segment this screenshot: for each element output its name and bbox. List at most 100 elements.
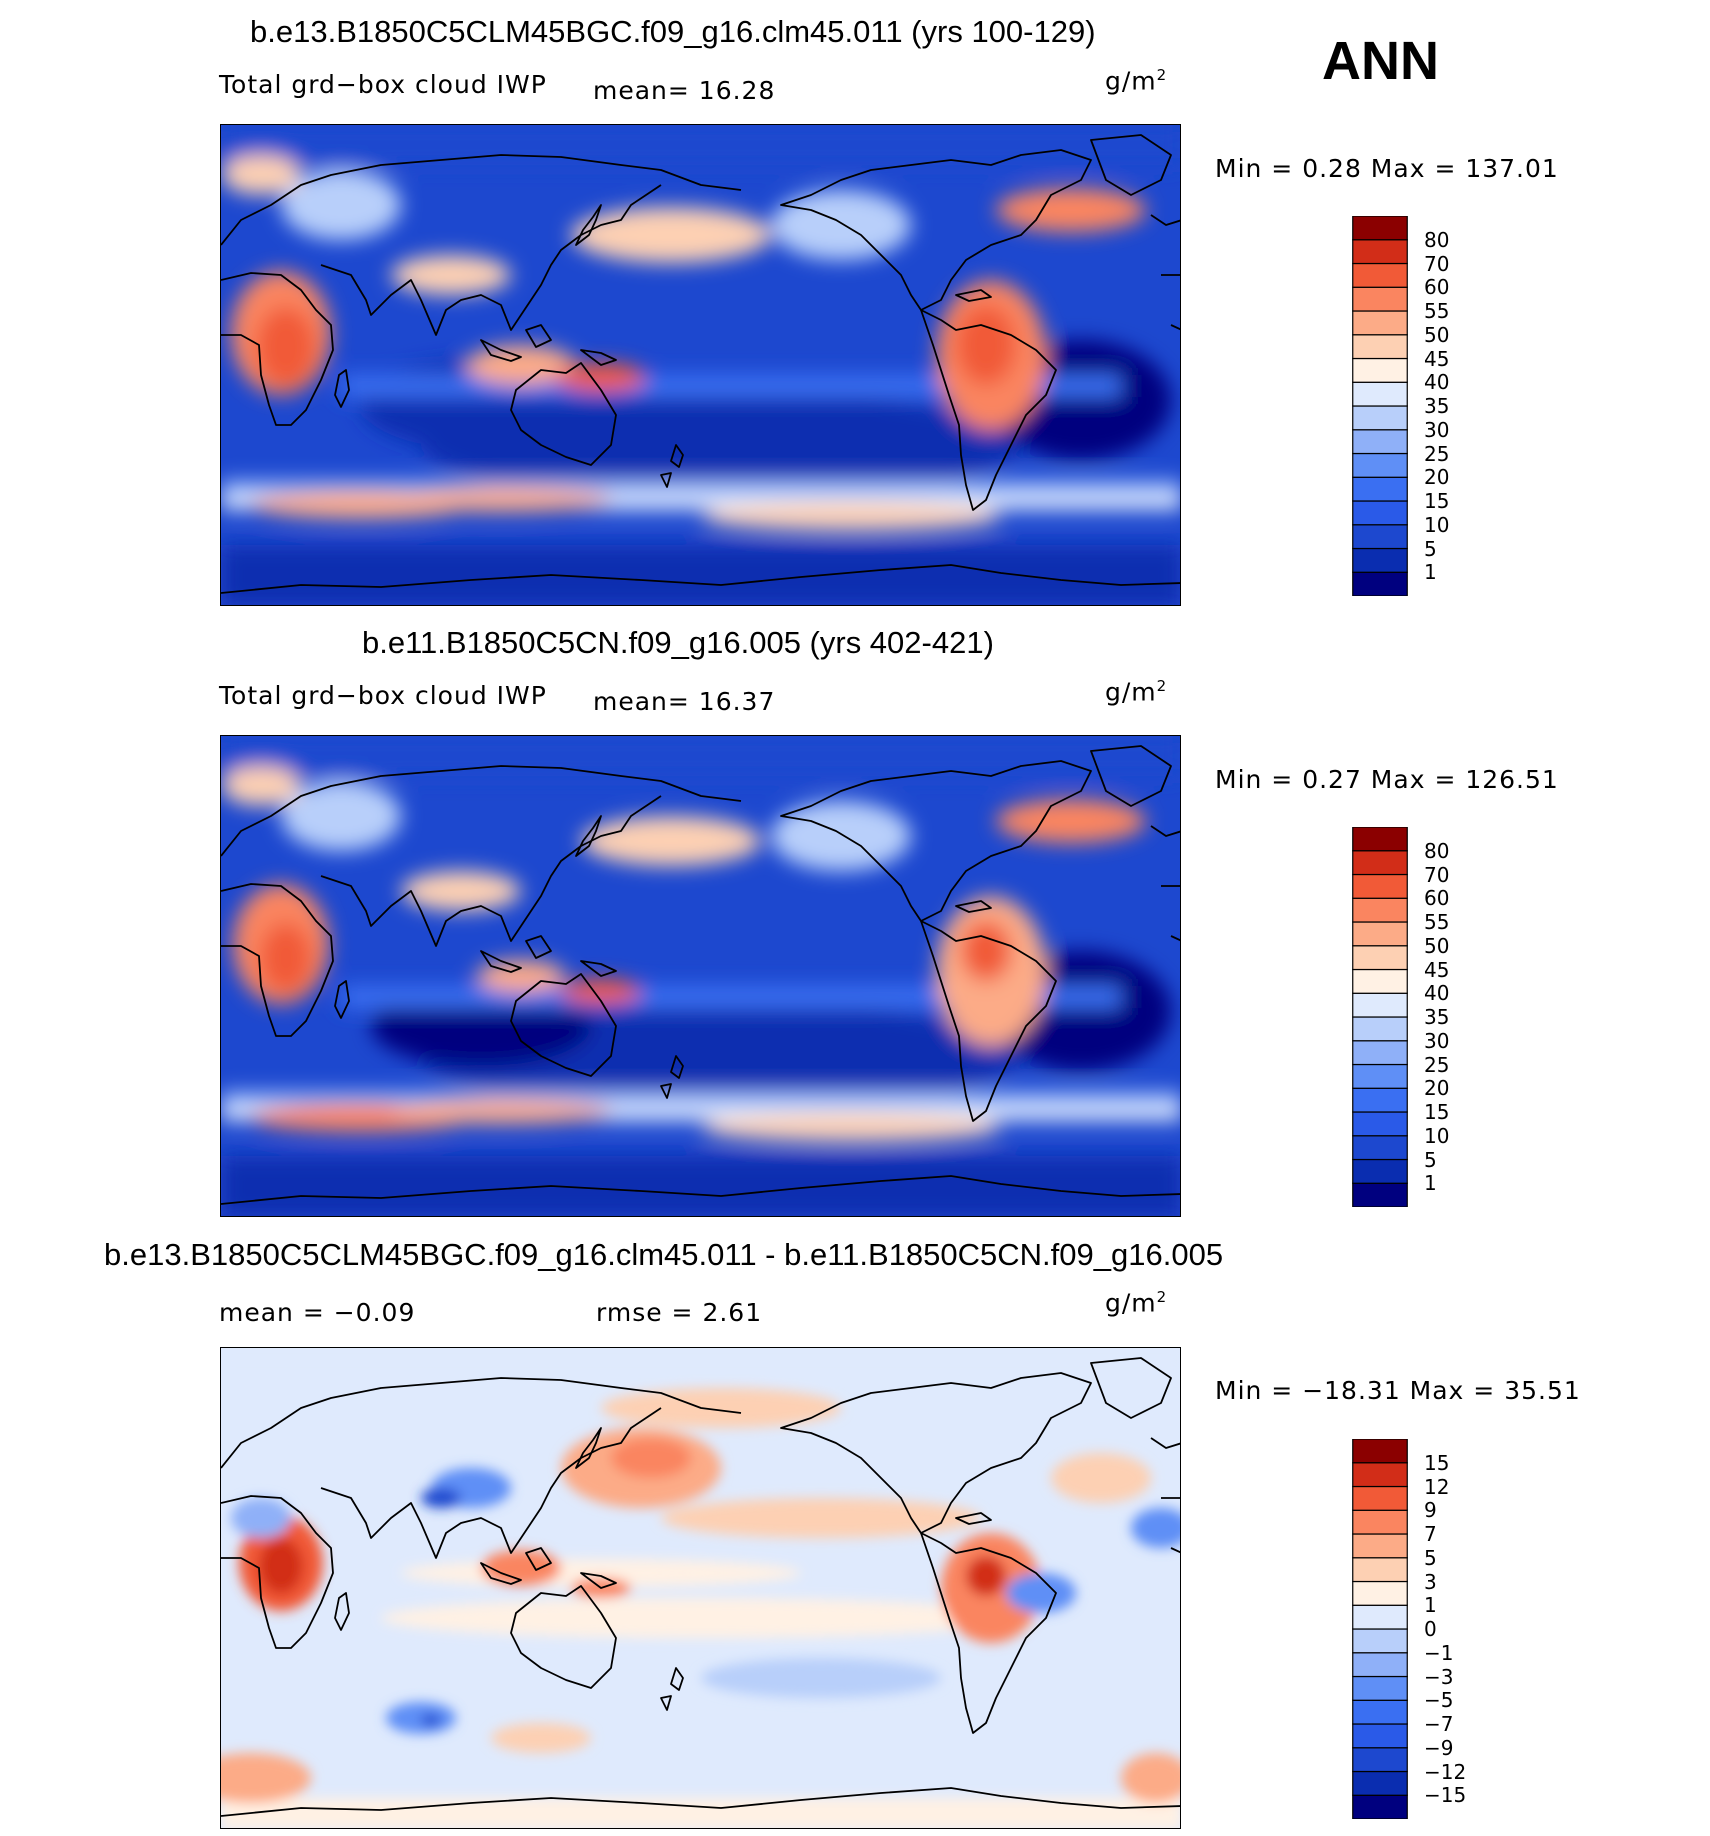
colorbar-tick-label: 5 xyxy=(1424,1147,1437,1172)
colorbar-tick-label: 1 xyxy=(1424,1593,1437,1618)
colorbar-tick-label: 45 xyxy=(1424,957,1450,982)
panel-3-rmse: rmse = 2.61 xyxy=(596,1298,763,1327)
colorbar-tick-label: 45 xyxy=(1424,346,1450,371)
colorbar-bin-13 xyxy=(1352,873,1408,899)
panel-2-field xyxy=(221,736,1181,1217)
panel-3-minmax: Min = −18.31 Max = 35.51 xyxy=(1215,1376,1581,1405)
panel-2-units: g/m2 xyxy=(1105,677,1168,707)
colorbar-bin-9 xyxy=(1352,1580,1408,1606)
colorbar-tick-label: 15 xyxy=(1424,1450,1450,1475)
colorbar-tick-label: 25 xyxy=(1424,441,1450,466)
colorbar-tick-label: 80 xyxy=(1424,838,1450,863)
colorbar-bin-10 xyxy=(1352,945,1408,971)
colorbar-tick-label: 50 xyxy=(1424,322,1450,347)
colorbar-tick-label: 5 xyxy=(1424,1545,1437,1570)
colorbar-tick-label: 35 xyxy=(1424,394,1450,418)
colorbar-bin-4 xyxy=(1352,476,1408,502)
colorbar-bin-12 xyxy=(1352,897,1408,923)
colorbar-bin-12 xyxy=(1352,286,1408,312)
colorbar-tick-label: 50 xyxy=(1424,933,1450,958)
colorbar-tick-label: 70 xyxy=(1424,251,1450,276)
colorbar-tick-label: 30 xyxy=(1424,1028,1450,1053)
colorbar-bin-14 xyxy=(1352,1462,1408,1488)
colorbar-bin-8 xyxy=(1352,1604,1408,1630)
panel-3-field xyxy=(221,1348,1181,1829)
colorbar-bin-1 xyxy=(1352,1770,1408,1796)
colorbar-tick-label: 25 xyxy=(1424,1052,1450,1077)
colorbar-bin-5 xyxy=(1352,1675,1408,1701)
colorbar-bin-9 xyxy=(1352,968,1408,994)
colorbar-tick-label: 15 xyxy=(1424,489,1450,513)
colorbar-bin-0 xyxy=(1352,1182,1408,1207)
colorbar-bin-3 xyxy=(1352,500,1408,526)
colorbar-tick-label: 60 xyxy=(1424,886,1450,911)
panel-2-mean: mean= 16.37 xyxy=(593,687,776,716)
colorbar-bin-8 xyxy=(1352,381,1408,407)
colorbar-tick-label: −7 xyxy=(1424,1712,1454,1736)
colorbar-bin-5 xyxy=(1352,1063,1408,1089)
colorbar-bin-11 xyxy=(1352,310,1408,336)
colorbar-tick-label: 5 xyxy=(1424,536,1437,561)
colorbar-tick-label: 3 xyxy=(1424,1569,1437,1594)
colorbar-bin-4 xyxy=(1352,1087,1408,1113)
panel-1-field xyxy=(221,125,1181,606)
colorbar-tick-label: 15 xyxy=(1424,1100,1450,1124)
colorbar-tick-label: 10 xyxy=(1424,1123,1450,1148)
colorbar-bin-13 xyxy=(1352,1485,1408,1511)
colorbar-tick-label: −15 xyxy=(1424,1783,1467,1808)
colorbar-bin-7 xyxy=(1352,1628,1408,1654)
colorbar-bin-2 xyxy=(1352,1135,1408,1161)
colorbar-tick-label: 0 xyxy=(1424,1617,1437,1641)
panel-2-minmax: Min = 0.27 Max = 126.51 xyxy=(1215,765,1559,794)
colorbar-tick-label: 70 xyxy=(1424,862,1450,887)
colorbar-bin-10 xyxy=(1352,334,1408,360)
colorbar-bin-7 xyxy=(1352,1016,1408,1042)
panel-3-title: b.e13.B1850C5CLM45BGC.f09_g16.clm45.011 … xyxy=(104,1237,1224,1272)
colorbar-bin-3 xyxy=(1352,1111,1408,1137)
colorbar-bin-12 xyxy=(1352,1509,1408,1535)
colorbar-bin-0 xyxy=(1352,571,1408,596)
colorbar-bin-11 xyxy=(1352,921,1408,947)
panel-2-map xyxy=(220,735,1181,1217)
colorbar-tick-label: −3 xyxy=(1424,1664,1454,1689)
colorbar-tick-label: 1 xyxy=(1424,560,1437,585)
panel-3-mean: mean = −0.09 xyxy=(219,1298,416,1327)
colorbar-tick-label: 80 xyxy=(1424,227,1450,252)
colorbar-bin-3 xyxy=(1352,1723,1408,1749)
colorbar-tick-label: −1 xyxy=(1424,1640,1454,1665)
colorbar-bin-14 xyxy=(1352,850,1408,876)
colorbar-tick-label: 55 xyxy=(1424,299,1450,323)
panel-1-colorbar xyxy=(1352,216,1408,596)
colorbar-tick-label: 55 xyxy=(1424,910,1450,934)
colorbar-tick-label: 35 xyxy=(1424,1005,1450,1029)
colorbar-bin-1 xyxy=(1352,547,1408,573)
colorbar-bin-1 xyxy=(1352,1158,1408,1184)
colorbar-tick-label: 40 xyxy=(1424,981,1450,1006)
colorbar-bin-2 xyxy=(1352,524,1408,550)
colorbar-tick-label: 1 xyxy=(1424,1171,1437,1196)
colorbar-bin-10 xyxy=(1352,1557,1408,1583)
colorbar-tick-label: 30 xyxy=(1424,417,1450,442)
colorbar-bin-15 xyxy=(1352,1439,1408,1464)
colorbar-tick-label: −5 xyxy=(1424,1688,1454,1713)
panel-1-units: g/m2 xyxy=(1105,66,1168,96)
panel-3-units: g/m2 xyxy=(1105,1288,1168,1318)
colorbar-tick-label: 10 xyxy=(1424,512,1450,537)
panel-3-colorbar xyxy=(1352,1439,1408,1819)
colorbar-bin-15 xyxy=(1352,216,1408,241)
colorbar-bin-6 xyxy=(1352,429,1408,455)
colorbar-tick-label: 9 xyxy=(1424,1498,1437,1523)
colorbar-tick-label: 40 xyxy=(1424,370,1450,395)
panel-1-map xyxy=(220,124,1181,606)
colorbar-bin-6 xyxy=(1352,1040,1408,1066)
colorbar-bin-0 xyxy=(1352,1794,1408,1819)
colorbar-tick-label: 7 xyxy=(1424,1522,1437,1546)
colorbar-tick-label: 12 xyxy=(1424,1474,1450,1499)
colorbar-tick-label: −9 xyxy=(1424,1735,1454,1760)
colorbar-bin-2 xyxy=(1352,1747,1408,1773)
panel-3-map xyxy=(220,1347,1181,1829)
colorbar-bin-5 xyxy=(1352,452,1408,478)
panel-2-title: b.e11.B1850C5CN.f09_g16.005 (yrs 402-421… xyxy=(362,625,994,660)
colorbar-tick-label: 20 xyxy=(1424,465,1450,490)
colorbar-bin-15 xyxy=(1352,827,1408,852)
